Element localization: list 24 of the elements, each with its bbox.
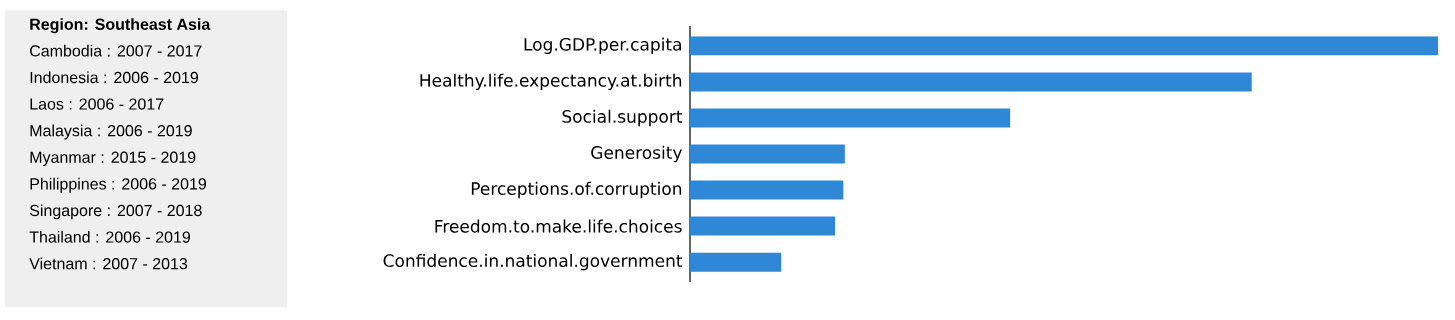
text: Cambodia : 2007 - 2017 — [30, 44, 202, 57]
y-tick-label: Freedom.to.make.life.choices — [435, 219, 682, 233]
y-tick-label: Generosity — [591, 145, 682, 163]
text: Singapore : 2007 - 2018 — [29, 204, 202, 220]
text: Myanmar : 2015 - 2019 — [30, 151, 196, 167]
text: Region: Southeast Asia — [30, 18, 211, 34]
y-tick-label: Log.GDP.per.capita — [524, 37, 681, 55]
y-tick-label: Confidence.in.national.government — [383, 253, 683, 271]
y-tick-label: Social.support — [562, 109, 683, 127]
text: Malaysia : 2006 - 2019 — [30, 124, 192, 140]
y-tick-label: Healthy.life.expectancy.at.birth — [420, 73, 682, 91]
y-tick-label: Perceptions.of.corruption — [471, 181, 682, 199]
bar — [690, 108, 1011, 128]
text: Vietnam : 2007 - 2013 — [29, 257, 188, 270]
bar — [690, 144, 845, 164]
text: Thailand : 2006 - 2019 — [29, 230, 191, 243]
bar — [690, 216, 836, 236]
bar — [690, 72, 1252, 92]
bar — [690, 252, 782, 272]
bar — [690, 180, 844, 200]
text: Indonesia : 2006 - 2019 — [30, 71, 199, 84]
text: Laos : 2006 - 2017 — [30, 98, 164, 110]
bar — [690, 36, 1438, 56]
text: Philippines : 2006 - 2019 — [30, 177, 207, 193]
